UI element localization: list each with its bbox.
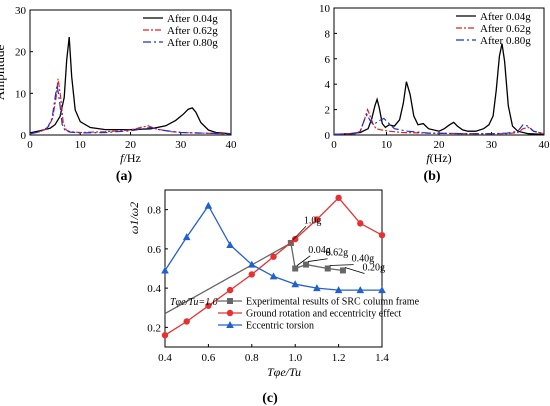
panel-label-b: (b) <box>423 169 440 184</box>
data-point <box>226 286 234 294</box>
x-tick-label: 1.4 <box>375 352 389 364</box>
annotation-arrow <box>296 255 311 266</box>
y-tick-label: 0.6 <box>147 244 161 256</box>
legend-label-1: Experimental results of SRC column frame <box>246 297 420 308</box>
y-tick-label: 10 <box>319 3 331 15</box>
series-3 <box>161 201 386 294</box>
annotation-label: 0.20g <box>362 262 385 273</box>
data-point <box>378 231 386 239</box>
legend-label-1: After 0.04g <box>480 11 531 23</box>
panel-label-a: (a) <box>116 169 133 184</box>
annotation-arrow <box>329 264 354 266</box>
annotation-label: 0.62g <box>326 248 349 259</box>
series-line-3 <box>29 84 232 135</box>
x-tick-label: 40 <box>226 139 238 151</box>
series-line-2 <box>333 107 545 135</box>
x-tick-label: 20 <box>125 139 137 151</box>
data-point <box>248 271 255 278</box>
series-line-2 <box>29 78 232 135</box>
data-point <box>313 216 321 223</box>
x-tick-label: 0.4 <box>158 352 172 364</box>
y-tick-label: 10 <box>15 88 27 100</box>
x-axis-label: f(Hz) <box>426 151 451 165</box>
x-tick-label: 10 <box>75 139 87 151</box>
y-tick-label: 4 <box>325 79 331 91</box>
data-point <box>204 201 213 209</box>
legend-label-2: After 0.62g <box>480 23 531 35</box>
x-axis-label: Tφe/Tu <box>267 365 301 379</box>
data-point <box>378 286 386 294</box>
y-tick-label: 6 <box>325 54 331 66</box>
data-point <box>226 321 234 328</box>
data-point <box>303 261 310 268</box>
data-point <box>292 235 299 243</box>
x-tick-label: 10 <box>381 139 393 151</box>
legend-label-3: After 0.80g <box>480 35 531 47</box>
data-point <box>335 194 342 202</box>
data-point <box>291 280 299 288</box>
legend-label-2: After 0.62g <box>167 25 218 37</box>
x-tick-label: 0 <box>331 139 337 151</box>
x-tick-label: 1.2 <box>332 352 346 364</box>
data-point <box>227 298 233 304</box>
data-point <box>292 265 299 272</box>
y-axis-label: ω1/ω2 <box>127 202 141 234</box>
y-tick-label: 0 <box>325 130 331 142</box>
data-point <box>313 284 321 292</box>
chart-c: 0.4 0.6 0.8 1.0 1.2 1.4 0.2 0.4 0.6 0.8 ω1/ω2 Tφe/T… <box>127 189 420 379</box>
y-axis-label: Amplitude <box>0 44 7 100</box>
data-point <box>161 266 169 274</box>
x-tick-label: 30 <box>486 139 498 151</box>
data-point <box>248 260 256 268</box>
data-point <box>161 332 169 339</box>
x-tick-label: 30 <box>175 139 187 151</box>
annotation-label: 0.40g <box>352 254 375 265</box>
legend-label-3: After 0.80g <box>167 37 218 49</box>
y-tick-label: 2 <box>325 105 331 117</box>
series-line-1 <box>29 37 232 135</box>
series-line-3 <box>333 113 545 135</box>
x-tick-label: 0 <box>27 139 33 151</box>
x-tick-label: 0.6 <box>202 352 216 364</box>
data-point <box>334 286 343 294</box>
chart-a: 0 10 20 30 40 0 10 20 30 f/Hz Amplitude After 0.04g… <box>0 5 237 165</box>
x-tick-label: 0.8 <box>245 352 259 364</box>
annotation-arrow <box>292 226 307 241</box>
data-point <box>182 233 191 241</box>
data-point <box>339 267 346 274</box>
series-2 <box>161 194 386 339</box>
data-point <box>270 253 277 260</box>
y-tick-label: 30 <box>15 5 27 17</box>
annotation-label: 1.0g <box>304 215 322 226</box>
legend-title: Tφe/Tu=1.0 <box>170 297 218 308</box>
annotation-arrow <box>307 258 328 262</box>
x-tick-label: 1.0 <box>288 352 302 364</box>
data-point <box>226 309 234 317</box>
data-point <box>357 220 364 227</box>
annotation-label: 0.04g <box>308 245 331 256</box>
data-point <box>324 265 331 272</box>
y-tick-label: 0.4 <box>147 283 161 295</box>
y-tick-label: 8 <box>325 28 331 40</box>
legend-label-3: Eccentric torsion <box>246 321 314 332</box>
y-tick-label: 0 <box>21 130 27 142</box>
y-tick-label: 0.8 <box>147 205 161 217</box>
annotation-arrow <box>344 267 365 274</box>
legend-label-2: Ground rotation and eccentricity effect <box>246 309 402 320</box>
series-line-1 <box>333 43 545 136</box>
legend-label-1: After 0.04g <box>167 13 218 25</box>
data-point <box>269 272 278 280</box>
data-point <box>226 240 234 248</box>
y-tick-label: 0.2 <box>147 322 161 334</box>
x-axis-label: f/Hz <box>120 151 141 165</box>
y-tick-label: 20 <box>15 47 27 59</box>
data-point <box>183 318 190 325</box>
x-tick-label: 20 <box>434 139 446 151</box>
data-point <box>205 302 212 309</box>
panel-label-c: (c) <box>262 391 278 406</box>
data-point <box>356 286 365 294</box>
x-tick-label: 40 <box>539 139 550 151</box>
